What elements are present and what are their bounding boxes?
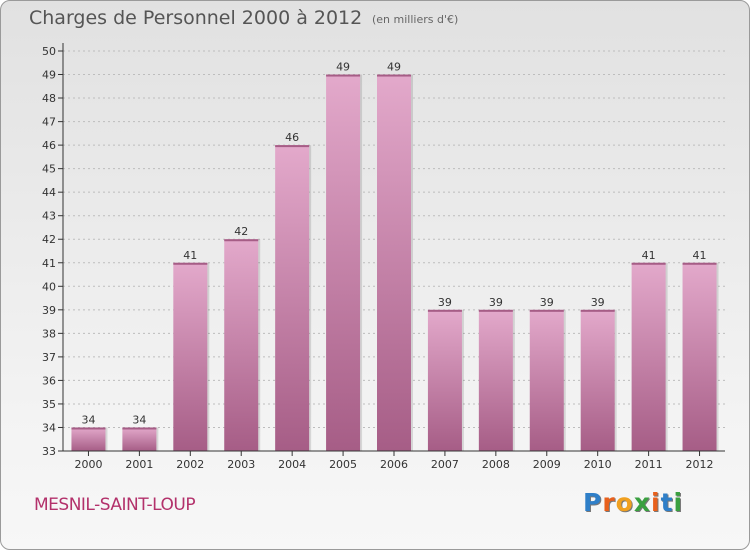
brand-letter: i bbox=[673, 488, 684, 517]
brand-letter: x bbox=[633, 488, 651, 517]
bar-value-label: 39 bbox=[591, 296, 605, 309]
bar bbox=[478, 309, 513, 451]
y-tick-label: 42 bbox=[42, 233, 56, 246]
x-tick-label: 2007 bbox=[431, 458, 459, 471]
bar-value-label: 49 bbox=[387, 61, 401, 74]
bar bbox=[275, 145, 310, 451]
bar-value-label: 34 bbox=[132, 413, 146, 426]
bar bbox=[529, 309, 564, 451]
y-tick-label: 43 bbox=[42, 210, 56, 223]
bar bbox=[682, 262, 717, 451]
y-tick-label: 45 bbox=[42, 163, 56, 176]
bar-value-label: 41 bbox=[642, 249, 656, 262]
x-tick-label: 2009 bbox=[533, 458, 561, 471]
bar bbox=[326, 74, 361, 451]
bar-top-edge bbox=[122, 427, 157, 430]
y-tick-label: 37 bbox=[42, 351, 56, 364]
chart-subtitle: (en milliers d'€) bbox=[372, 13, 459, 26]
bar-value-label: 34 bbox=[81, 413, 95, 426]
y-tick-label: 41 bbox=[42, 257, 56, 270]
bar-value-label: 42 bbox=[234, 225, 248, 238]
x-tick-label: 2012 bbox=[686, 458, 714, 471]
y-tick-label: 50 bbox=[42, 45, 56, 58]
brand-letter: t bbox=[660, 488, 674, 517]
y-tick-label: 49 bbox=[42, 69, 56, 82]
y-tick-label: 35 bbox=[42, 398, 56, 411]
city-name: MESNIL-SAINT-LOUP bbox=[34, 495, 196, 515]
bar-top-edge bbox=[71, 427, 106, 430]
bar-value-label: 49 bbox=[336, 61, 350, 74]
bar bbox=[580, 309, 615, 451]
bar bbox=[427, 309, 462, 451]
bar-top-edge bbox=[275, 145, 310, 148]
x-tick-label: 2000 bbox=[74, 458, 102, 471]
bar-top-edge bbox=[631, 262, 666, 265]
y-tick-label: 36 bbox=[42, 374, 56, 387]
bar-value-label: 46 bbox=[285, 131, 299, 144]
bar bbox=[71, 427, 106, 451]
bar-top-edge bbox=[682, 262, 717, 265]
bar bbox=[377, 74, 411, 451]
x-tick-label: 2001 bbox=[125, 458, 153, 471]
y-tick-label: 48 bbox=[42, 92, 56, 105]
bar-value-label: 39 bbox=[438, 296, 452, 309]
x-tick-label: 2002 bbox=[176, 458, 204, 471]
bar-top-edge bbox=[173, 262, 208, 265]
brand-logo: Proxiti bbox=[583, 488, 683, 517]
bar-top-edge bbox=[478, 309, 513, 312]
x-tick-label: 2006 bbox=[380, 458, 408, 471]
x-tick-label: 2010 bbox=[584, 458, 612, 471]
bar-top-edge bbox=[580, 309, 615, 312]
bar bbox=[224, 239, 259, 451]
y-tick-label: 46 bbox=[42, 139, 56, 152]
x-tick-label: 2004 bbox=[278, 458, 306, 471]
bar-value-label: 39 bbox=[540, 296, 554, 309]
y-tick-label: 38 bbox=[42, 327, 56, 340]
x-tick-label: 2003 bbox=[227, 458, 255, 471]
y-tick-label: 47 bbox=[42, 116, 56, 129]
y-tick-label: 39 bbox=[42, 304, 56, 317]
bar-top-edge bbox=[326, 74, 361, 77]
x-tick-label: 2008 bbox=[482, 458, 510, 471]
y-tick-label: 33 bbox=[42, 445, 56, 458]
bar bbox=[173, 262, 208, 451]
bar-top-edge bbox=[377, 74, 411, 77]
x-tick-label: 2011 bbox=[635, 458, 663, 471]
bar bbox=[122, 427, 157, 451]
brand-letter: P bbox=[583, 488, 603, 517]
chart-title: Charges de Personnel 2000 à 2012 bbox=[29, 7, 363, 29]
x-tick-label: 2005 bbox=[329, 458, 357, 471]
brand-letter: r bbox=[602, 488, 616, 517]
y-tick-label: 34 bbox=[42, 421, 56, 434]
bar-value-label: 41 bbox=[693, 249, 707, 262]
bar-top-edge bbox=[224, 239, 259, 242]
y-tick-label: 44 bbox=[42, 186, 56, 199]
bar-value-label: 41 bbox=[183, 249, 197, 262]
bar bbox=[631, 262, 666, 451]
bar-value-label: 39 bbox=[489, 296, 503, 309]
brand-letter: o bbox=[615, 488, 634, 517]
bar-top-edge bbox=[427, 309, 462, 312]
bar-top-edge bbox=[529, 309, 564, 312]
y-tick-label: 40 bbox=[42, 280, 56, 293]
brand-letter: i bbox=[651, 488, 661, 517]
